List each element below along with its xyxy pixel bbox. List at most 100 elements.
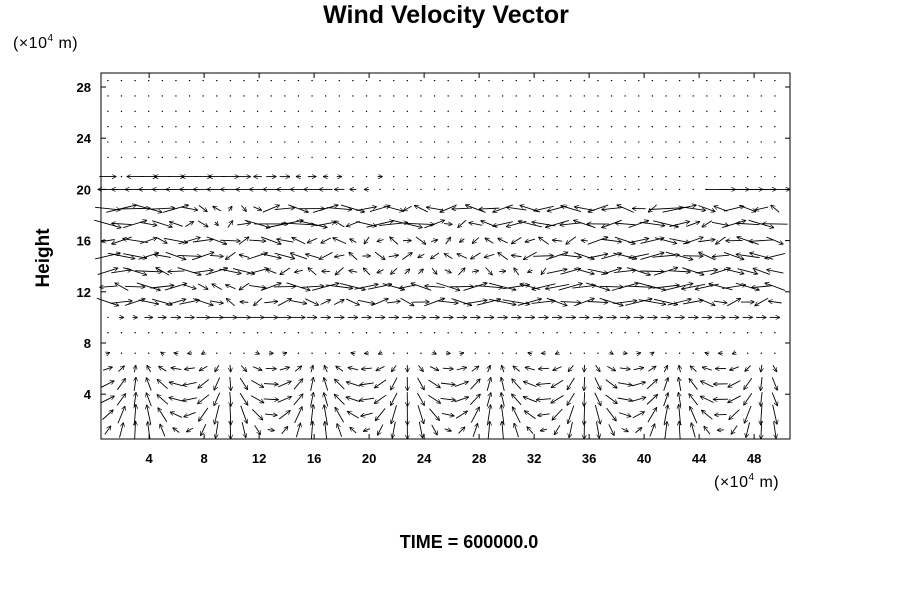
vector-arrow (349, 270, 358, 272)
vector-dot (148, 125, 150, 128)
vector-arrow (651, 352, 654, 355)
vector-dot (461, 188, 463, 191)
vector-arrow (587, 237, 608, 245)
vector-arrow (617, 397, 633, 401)
vector-arrow (260, 236, 281, 244)
vector-arrow (360, 412, 373, 416)
vector-arrow (649, 424, 655, 437)
vector-dot (202, 110, 204, 113)
vector-arrow (605, 379, 617, 389)
vector-dot (474, 332, 477, 334)
vector-arrow (704, 426, 711, 435)
vector-arrow (198, 204, 208, 212)
vector-dot (120, 175, 123, 178)
vector-dot (488, 188, 490, 191)
vector-dot (501, 141, 504, 143)
vector-arrow (107, 252, 135, 258)
vector-arrow (123, 220, 147, 229)
vector-arrow (215, 222, 218, 226)
vector-dot (120, 141, 123, 143)
vector-dot (352, 156, 354, 159)
vector-dot (352, 95, 354, 97)
vector-arrow (751, 286, 772, 288)
vector-dot (188, 95, 191, 97)
vector-arrow (321, 237, 331, 244)
vector-dot (665, 95, 667, 97)
vector-arrow (511, 255, 522, 256)
vector-arrow (418, 421, 422, 438)
vector-arrow (765, 283, 786, 291)
vector-arrow (587, 254, 608, 259)
vector-arrow (134, 204, 162, 213)
vector-dot (624, 332, 626, 334)
vector-arrow (698, 239, 715, 241)
vector-dot (379, 188, 381, 191)
vector-dot (420, 79, 422, 82)
vector-arrow (263, 399, 279, 400)
vector-dot (597, 352, 599, 354)
vector-arrow (492, 221, 513, 226)
vector-dot (719, 332, 722, 334)
vector-arrow (517, 299, 542, 306)
vector-dot (134, 332, 136, 334)
vector-arrow (514, 268, 520, 276)
vector-arrow (682, 300, 703, 305)
vector-dot (365, 156, 368, 159)
vector-arrow (470, 394, 480, 406)
vector-arrow (456, 367, 467, 370)
vector-arrow (532, 283, 556, 290)
vector-dot (352, 79, 354, 82)
vector-dot (433, 156, 436, 159)
vector-arrow (240, 405, 248, 424)
vector-arrow (140, 238, 157, 244)
vector-dot (692, 125, 694, 128)
vector-dot (570, 125, 572, 128)
vector-dot (420, 175, 422, 178)
vector-dot (393, 125, 395, 128)
vector-dot (474, 188, 477, 191)
vector-arrow (729, 366, 739, 371)
vector-arrow (157, 379, 168, 390)
vector-arrow (250, 395, 264, 404)
vector-arrow (134, 365, 135, 373)
vector-arrow (337, 423, 343, 437)
vector-arrow (723, 251, 744, 259)
vector-arrow (668, 271, 691, 272)
vector-dot (379, 95, 381, 97)
vector-arrow (418, 254, 425, 259)
vector-arrow (601, 238, 621, 242)
vector-dot (570, 156, 572, 159)
vector-dot (311, 110, 313, 113)
vector-arrow (215, 421, 219, 439)
vector-arrow (431, 240, 438, 242)
vector-dot (488, 79, 490, 82)
vector-arrow (773, 421, 776, 438)
vector-arrow (124, 286, 145, 287)
vector-dot (120, 110, 123, 113)
vector-arrow (264, 301, 278, 302)
vector-dot (461, 332, 463, 334)
vector-dot (488, 110, 490, 113)
vector-arrow (523, 381, 537, 388)
y-tick-label: 12 (77, 285, 91, 300)
vector-arrow (315, 222, 335, 227)
vector-arrow (617, 205, 634, 213)
vector-dot (256, 125, 259, 128)
vector-arrow (325, 421, 327, 439)
vector-arrow (595, 365, 601, 372)
vector-dot (284, 141, 286, 143)
vector-arrow (625, 299, 652, 306)
vector-arrow (383, 205, 404, 211)
vector-dot (243, 95, 245, 97)
y-tick-label: 28 (77, 80, 91, 95)
vector-dot (161, 125, 164, 128)
vector-arrow (173, 428, 180, 433)
vector-arrow (520, 205, 541, 213)
vector-dot (447, 332, 449, 334)
vector-dot (665, 110, 667, 113)
vector-arrow (552, 240, 563, 241)
vector-arrow (230, 364, 231, 372)
vector-dot (624, 156, 626, 159)
vector-dot (651, 188, 654, 191)
vector-arrow (737, 237, 759, 245)
